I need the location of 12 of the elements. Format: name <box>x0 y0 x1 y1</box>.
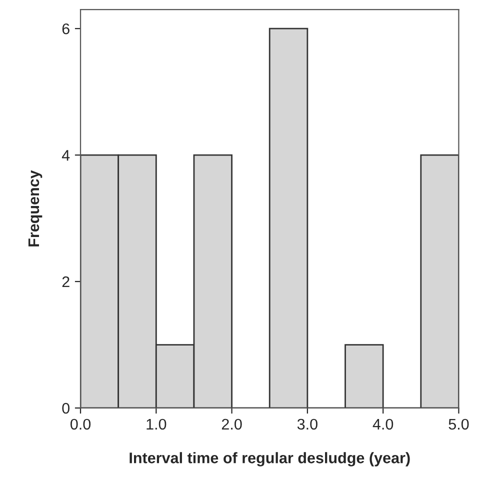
y-tick-label: 0 <box>62 402 70 414</box>
x-tick-label: 4.0 <box>372 418 394 430</box>
x-tick-label: 2.0 <box>222 418 242 430</box>
x-tick-label: 1.0 <box>146 418 166 430</box>
x-tick-label: 0.0 <box>70 418 91 430</box>
y-axis-title: Frequency <box>28 170 42 246</box>
x-tick-label: 5.0 <box>448 418 469 430</box>
y-tick-label: 6 <box>62 23 70 34</box>
y-tick-label: 2 <box>62 276 70 288</box>
x-tick-label: 3.0 <box>297 418 318 430</box>
y-tick-label: 4 <box>62 150 70 161</box>
x-axis-title: Interval time of regular desludge (year) <box>130 452 410 466</box>
